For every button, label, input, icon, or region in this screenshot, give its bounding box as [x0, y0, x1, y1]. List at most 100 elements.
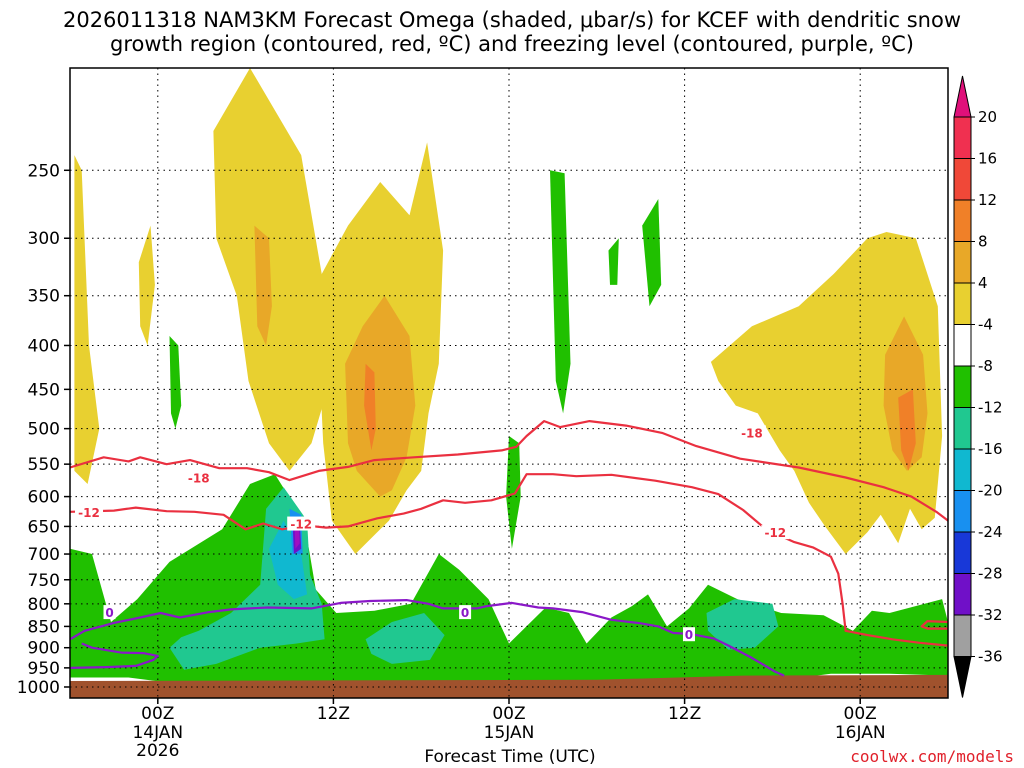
y-tick-label-350: 350: [28, 287, 60, 307]
credit-text: coolwx.com/models: [850, 747, 1014, 766]
temperature-contours: -18 -18 -12 -12 -12 0 0 0: [70, 420, 948, 677]
colorbar-swatch-gray: [953, 614, 972, 657]
colorbar-swatch-2: [953, 199, 972, 242]
colorbar: 20 16 12 8 4 -4 -8 -12 -16 -20 -24 -28 -32 -36: [953, 75, 1003, 698]
y-tick-label-300: 300: [28, 229, 60, 249]
contour-label--18C-1: -18: [741, 426, 763, 440]
y-tick-label-800: 800: [28, 595, 60, 615]
omega-region-4-3: [710, 232, 943, 554]
x-tick-label-12: 12Z: [317, 704, 350, 724]
y-tick-label-650: 650: [28, 517, 60, 537]
colorbar-label-5: -4: [978, 316, 993, 334]
omega-region-neg4-13: [169, 336, 182, 429]
x-tick-label-0: 00Z: [141, 704, 174, 724]
omega-region-4-0: [74, 155, 100, 484]
colorbar-swatch-4: [953, 282, 972, 325]
y-tick-label-850: 850: [28, 617, 60, 637]
contour-label-bg: [761, 525, 790, 540]
title-line-2: growth region (contoured, red, ºC) and f…: [110, 32, 914, 56]
contour-label--12C-1: -12: [290, 518, 312, 532]
colorbar-label-1: 16: [978, 150, 997, 168]
contour-label--12C-0: -12: [78, 506, 100, 520]
contour-label-0C-2: 0: [685, 628, 693, 642]
omega-region-neg4-14: [506, 436, 521, 549]
colorbar-label-4: 4: [978, 274, 988, 292]
contour-label-bg: [75, 504, 104, 519]
colorbar-swatch-10: [953, 531, 972, 574]
omega-region-neg8-18: [706, 599, 779, 650]
contour-label-bg: [737, 425, 766, 440]
colorbar-swatch-0: [953, 116, 972, 159]
omega-region-12-9: [898, 389, 916, 471]
contour-label-bg: [184, 470, 213, 485]
y-tick-label-450: 450: [28, 380, 60, 400]
x-tick-label-24: 00Z: [492, 704, 525, 724]
contour-label-bg: [459, 605, 472, 620]
y-tick-label-550: 550: [28, 455, 60, 475]
contour--18C: [70, 420, 948, 522]
omega-region-4-4: [138, 225, 155, 346]
omega-region-neg12-19: [269, 520, 308, 600]
y-tick-label-750: 750: [28, 571, 60, 591]
y-tick-label-700: 700: [28, 545, 60, 565]
colorbar-swatch-6: [953, 365, 972, 408]
terrain-layer: [70, 674, 948, 698]
terrain-ground: [70, 674, 948, 698]
colorbar-label-2: 12: [978, 191, 997, 209]
colorbar-top-arrow: [953, 75, 972, 118]
colorbar-label-6: -8: [978, 357, 993, 375]
colorbar-swatch-11: [953, 573, 972, 616]
contour--12C: [70, 473, 948, 647]
omega-region-4-1: [213, 68, 328, 471]
omega-region-neg4-11: [550, 170, 571, 414]
colorbar-swatch-3: [953, 241, 972, 284]
colorbar-swatch-8: [953, 448, 972, 491]
title-line-1: 2026011318 NAM3KM Forecast Omega (shaded…: [63, 8, 961, 32]
colorbar-swatch-5: [953, 324, 972, 367]
colorbar-label-11: -28: [978, 565, 1003, 583]
omega-region-neg4-15: [608, 238, 619, 285]
contour-label-bg: [103, 605, 116, 620]
contour-label-bg: [682, 627, 695, 642]
contour-label-bg: [287, 516, 316, 531]
omega-region-8-5: [254, 225, 272, 346]
x-tick-date-48: 16JAN: [835, 723, 886, 743]
x-tick-label-48: 00Z: [844, 704, 877, 724]
grid-lines: [70, 68, 948, 698]
contour-label-0C-1: 0: [461, 606, 469, 620]
colorbar-label-9: -20: [978, 482, 1003, 500]
y-tick-label-950: 950: [28, 659, 60, 679]
x-tick-date-24: 15JAN: [484, 723, 535, 743]
omega-region-neg8-17: [365, 613, 445, 664]
y-tick-label-900: 900: [28, 639, 60, 659]
chart-title: 2026011318 NAM3KM Forecast Omega (shaded…: [63, 8, 961, 56]
colorbar-label-7: -12: [978, 399, 1003, 417]
contour-label-0C-0: 0: [105, 606, 113, 620]
colorbar-swatch-1: [953, 158, 972, 201]
y-tick-label-400: 400: [28, 336, 60, 356]
colorbar-swatch-9: [953, 490, 972, 533]
colorbar-label-12: -32: [978, 606, 1003, 624]
colorbar-label-13: -36: [978, 648, 1003, 666]
contour-label--12C-2: -12: [764, 526, 786, 540]
x-tick-year-0: 2026: [136, 741, 179, 761]
y-tick-label-250: 250: [28, 161, 60, 181]
colorbar-label-3: 8: [978, 233, 988, 251]
contour--12C-upper-right: [920, 619, 948, 630]
colorbar-bottom-arrow: [953, 656, 972, 698]
colorbar-label-0: 20: [978, 108, 997, 126]
x-tick-label-36: 12Z: [668, 704, 701, 724]
y-tick-label-500: 500: [28, 420, 60, 440]
x-tick-date-0: 14JAN: [132, 723, 183, 743]
contour-label--18C-0: -18: [188, 471, 210, 485]
colorbar-label-8: -16: [978, 440, 1003, 458]
x-axis-title: Forecast Time (UTC): [424, 747, 595, 767]
contour-0C-lower: [70, 642, 159, 669]
omega-region-neg28-22: [294, 526, 300, 549]
colorbar-label-10: -24: [978, 523, 1003, 541]
omega-region-neg4-12: [642, 199, 662, 307]
colorbar-swatch-7: [953, 407, 972, 450]
y-tick-label-1000: 1000: [17, 678, 60, 698]
